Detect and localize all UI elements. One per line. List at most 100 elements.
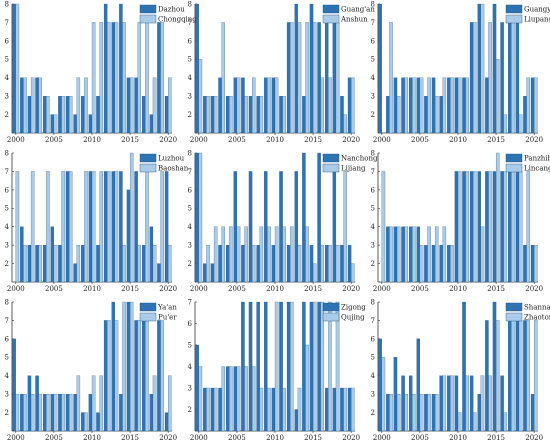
y-tick-label: 7: [188, 168, 192, 176]
bar-series-1: [439, 375, 443, 432]
x-tick-label: 2005: [411, 136, 429, 144]
bar-series-1: [65, 394, 70, 432]
bar-series-1: [340, 96, 344, 134]
panel-zigong-qujing: 2 3 4 5 6 7 2000 2005 2010 2015 2020 Zigong Qujing: [183, 298, 367, 447]
bar-series-1: [378, 3, 382, 134]
bars: [12, 3, 172, 134]
x-tick-label: 2015: [304, 434, 322, 442]
bar-series-1: [378, 338, 382, 432]
bar-series-1: [530, 394, 535, 432]
bar-series-1: [294, 3, 298, 134]
bar-series-1: [225, 366, 230, 432]
x-tick-label: 2000: [373, 434, 391, 442]
x-tick-label: 2000: [190, 136, 208, 144]
y-tick-label: 5: [5, 354, 9, 362]
bar-series-2: [518, 171, 523, 283]
bar-series-1: [233, 171, 238, 283]
bar-series-2: [145, 320, 149, 432]
y-tick-label: 4: [188, 74, 193, 82]
legend-label: Lijiang: [341, 165, 366, 173]
bar-series-1: [485, 320, 489, 432]
bar-series-2: [526, 320, 530, 432]
bar-series-2: [457, 171, 462, 283]
bar-series-2: [442, 77, 447, 134]
panel-nanchong-lijiang: 2 3 4 5 6 7 8 2000 2005 2010 2015 2020 Nanchong Lijia…: [183, 149, 378, 298]
y-tick-label: 3: [5, 93, 9, 101]
x-tick-label: 2020: [342, 136, 360, 144]
bar-series-1: [408, 77, 413, 134]
bar-series-2: [46, 96, 50, 134]
bar-series-1: [241, 301, 245, 432]
bar-series-2: [129, 152, 134, 283]
bars: [381, 152, 538, 283]
bar-series-2: [343, 387, 347, 432]
legend-swatch: [139, 14, 157, 24]
x-tick-label: 2005: [228, 285, 246, 293]
bar-series-1: [424, 245, 428, 283]
y-tick-label: 6: [5, 186, 10, 194]
legend-swatch: [322, 153, 340, 163]
bar-series-2: [15, 3, 20, 134]
bar-series-1: [325, 387, 329, 432]
y-tick-label: 8: [5, 0, 9, 8]
y-tick-label: 2: [5, 260, 9, 268]
bar-series-2: [404, 226, 408, 283]
bar-series-2: [122, 245, 126, 283]
bar-series-2: [206, 387, 210, 432]
bar-series-2: [198, 152, 203, 283]
y-tick-label: 4: [188, 223, 193, 231]
bar-series-1: [515, 320, 520, 432]
bar-series-2: [168, 245, 172, 283]
bar-series-1: [302, 301, 306, 432]
bar-series-2: [305, 344, 309, 432]
chart-svg: 2 3 4 5 6 7 8 2000 2005 2010 2015 2020 Dazhou Chongqi…: [5, 0, 198, 144]
y-tick-label: 5: [371, 205, 375, 213]
bar-series-1: [454, 77, 459, 134]
bar-series-1: [81, 96, 85, 134]
chart-svg: 2 3 4 5 6 7 8 2000 2005 2010 2015 2020 Shannan Zhaoto…: [371, 298, 550, 442]
x-tick-label: 2020: [525, 434, 543, 442]
bar-series-1: [401, 77, 405, 134]
bar-series-1: [447, 245, 451, 283]
legend-swatch: [505, 4, 523, 14]
bar-series-2: [152, 77, 157, 134]
legend-label: Zigong: [341, 304, 366, 312]
bar-series-1: [401, 375, 405, 432]
x-tick-label: 2010: [449, 136, 467, 144]
bar-series-2: [99, 375, 103, 432]
y-tick-label: 7: [5, 317, 9, 325]
bar-series-1: [248, 171, 253, 283]
y-tick-label: 5: [188, 205, 192, 213]
bar-series-1: [65, 171, 70, 283]
bar-series-2: [137, 22, 142, 134]
bar-series-1: [96, 96, 100, 134]
bar-series-1: [279, 171, 283, 283]
bar-series-2: [495, 59, 500, 134]
y-tick-label: 5: [5, 205, 9, 213]
bar-series-1: [126, 301, 131, 432]
legend-label: Nanchong: [341, 155, 378, 163]
bar-series-1: [447, 375, 451, 432]
bar-series-2: [107, 320, 111, 432]
bar-series-2: [320, 301, 325, 432]
bar-series-2: [267, 77, 271, 134]
bar-series-2: [168, 77, 172, 134]
y-tick-label: 2: [5, 111, 9, 119]
bar-series-2: [267, 226, 271, 283]
bar-series-1: [332, 22, 337, 134]
bar-series-2: [259, 226, 264, 283]
y-tick-label: 5: [188, 341, 192, 349]
bar-series-2: [328, 245, 332, 283]
bar-series-1: [218, 77, 222, 134]
bar-series-1: [12, 3, 16, 134]
x-tick-label: 2015: [121, 136, 139, 144]
bar-series-2: [465, 375, 469, 432]
y-tick-label: 5: [371, 354, 375, 362]
bar-series-1: [27, 96, 32, 134]
bar-series-1: [347, 245, 352, 283]
y-tick-label: 2: [371, 111, 375, 119]
legend: Panzhihua Lincang: [505, 153, 550, 173]
y-tick-label: 7: [371, 317, 375, 325]
bar-series-2: [129, 77, 134, 134]
bar-series-1: [134, 171, 138, 283]
